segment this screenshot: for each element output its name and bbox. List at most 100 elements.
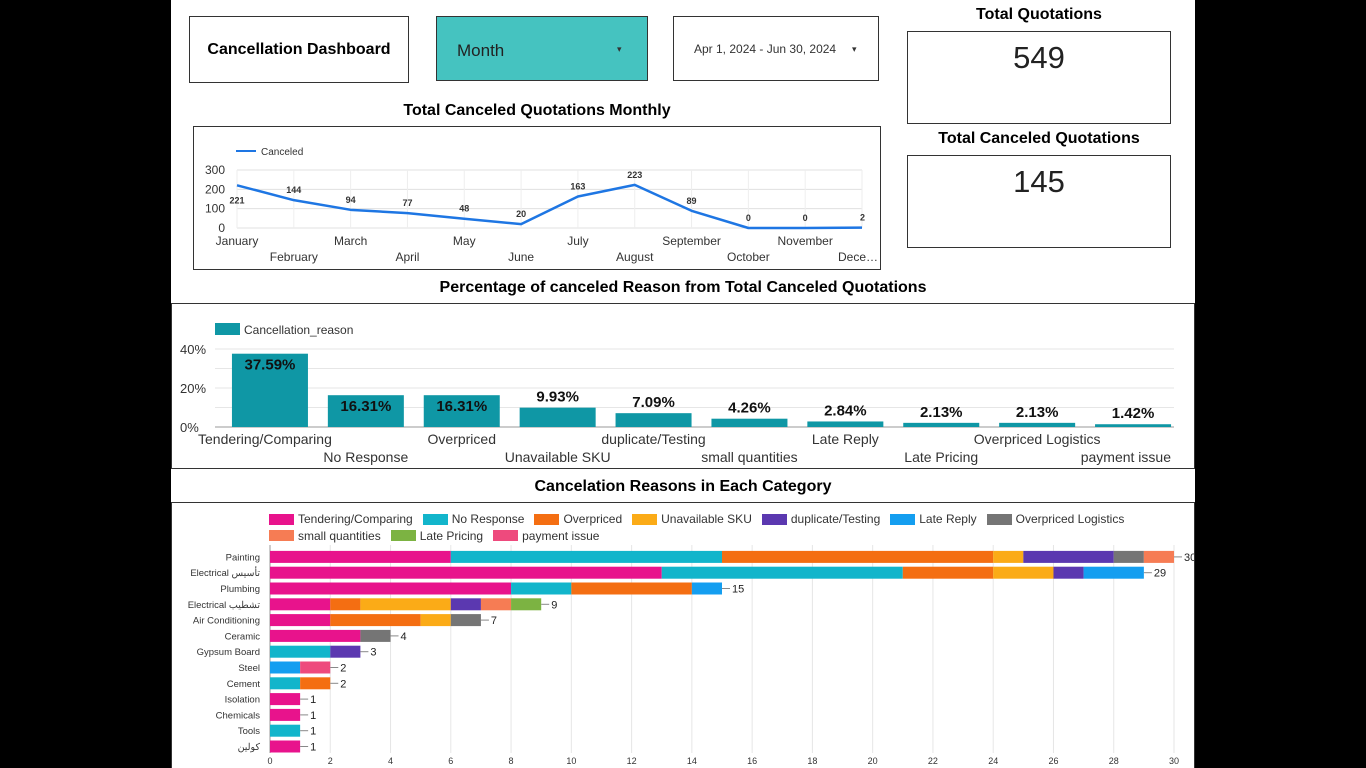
category-bar-segment [270, 566, 662, 579]
category-chart-panel: Tendering/Comparing No Response Overpriced… [171, 502, 1195, 768]
category-total-label: 1 [310, 742, 316, 754]
percent-y-tick-label: 0% [180, 420, 199, 435]
category-legend-swatch [986, 513, 1012, 525]
category-x-tick-label: 30 [1169, 756, 1179, 766]
category-legend-item: Overpriced [534, 511, 622, 527]
total-quotations-card: 549 [907, 31, 1171, 124]
category-legend-label: Late Pricing [419, 528, 484, 543]
category-y-tick-label: Gypsum Board [197, 647, 260, 658]
line-data-label: 20 [516, 209, 526, 219]
category-legend-item: small quantities [269, 528, 381, 544]
percent-x-tick-label: duplicate/Testing [601, 431, 705, 447]
category-bar-segment [330, 645, 361, 658]
category-bar-segment [360, 629, 391, 642]
category-bar-segment [270, 550, 451, 563]
category-bar-segment [270, 708, 301, 721]
category-total-label: 7 [491, 615, 497, 627]
category-legend-swatch [890, 513, 916, 525]
category-total-label: 4 [401, 631, 407, 643]
percent-bar [711, 418, 788, 427]
total-quotations-value: 549 [1013, 40, 1065, 75]
category-total-label: 15 [732, 584, 744, 596]
category-legend-item: Late Pricing [390, 528, 484, 544]
category-total-label: 29 [1154, 568, 1166, 580]
chevron-down-icon: ▾ [617, 44, 622, 54]
category-bar-segment [270, 677, 301, 690]
line-x-tick-label: July [567, 234, 588, 248]
category-x-tick-label: 0 [267, 756, 272, 766]
category-bar-segment [330, 614, 421, 627]
line-data-label: 48 [459, 204, 469, 214]
percent-chart-title: Percentage of canceled Reason from Total… [439, 279, 927, 296]
category-bar-segment [450, 598, 481, 611]
category-legend-item: payment issue [493, 528, 599, 544]
percent-x-tick-label: payment issue [1081, 449, 1171, 465]
category-legend-item: Overpriced Logistics [986, 511, 1125, 527]
category-legend-label: Overpriced [563, 512, 623, 526]
category-y-tick-label: Painting [226, 552, 260, 563]
percent-value-label: 16.31% [436, 398, 487, 415]
category-bar-segment [270, 724, 301, 737]
category-x-tick-label: 6 [448, 756, 453, 766]
category-total-label: 2 [340, 678, 346, 690]
category-bar-segment [480, 598, 512, 611]
line-data-label: 221 [229, 195, 244, 205]
line-y-tick-label: 300 [205, 163, 225, 177]
category-bar-segment [993, 550, 1024, 563]
category-legend-label: Overpriced Logistics [1015, 512, 1125, 526]
category-bar-segment [270, 645, 331, 658]
percent-chart-panel: Cancellation_reason 0% 20% 40% 37.59% 16.31%… [171, 303, 1195, 469]
category-bar-segment [300, 661, 331, 674]
percent-value-label: 37.59% [245, 357, 296, 374]
category-y-tick-label: Tools [238, 726, 260, 737]
line-chart-title: Total Canceled Quotations Monthly [403, 102, 671, 119]
category-total-label: 30 [1184, 552, 1194, 564]
category-legend-swatch [269, 513, 294, 525]
percent-x-tick-label: Late Pricing [904, 449, 978, 465]
category-x-tick-label: 26 [1048, 756, 1058, 766]
category-legend-item: No Response [422, 511, 524, 527]
percent-bar [231, 353, 308, 427]
category-bar-segment [450, 614, 481, 627]
category-legend-item: Tendering/Comparing [269, 511, 413, 527]
category-x-tick-label: 14 [687, 756, 697, 766]
category-y-tick-label: Plumbing [220, 584, 260, 595]
percent-x-tick-label: No Response [323, 449, 408, 465]
category-legend-swatch [493, 530, 519, 541]
category-bar-segment [571, 582, 692, 595]
category-legend-swatch [269, 530, 294, 541]
category-y-tick-label: Air Conditioning [193, 616, 260, 627]
category-bar-segment [300, 677, 331, 690]
date-range-label: Apr 1, 2024 - Jun 30, 2024 [694, 42, 837, 56]
percent-legend-label: Cancellation_reason [244, 323, 353, 337]
percent-bar [807, 421, 884, 427]
category-legend-swatch [632, 513, 658, 525]
category-bar-segment [420, 614, 451, 627]
category-legend-item: Late Reply [890, 511, 977, 527]
category-bar-segment [1083, 566, 1144, 579]
category-bar-segment [1143, 550, 1174, 563]
line-data-label: 2 [860, 213, 865, 223]
month-dropdown[interactable]: Month ▾ [436, 16, 648, 81]
line-chart-panel: Canceled 0 100 200 300 221 144 94 77 48 20 163 223 8… [193, 126, 881, 270]
category-bar-segment [270, 693, 301, 706]
category-bar-segment [511, 598, 542, 611]
percent-bar [615, 413, 692, 427]
percent-legend-swatch [215, 323, 240, 335]
category-x-tick-label: 8 [509, 756, 514, 766]
line-series-canceled [236, 183, 863, 230]
chevron-down-icon: ▾ [852, 44, 857, 54]
line-x-tick-label: October [727, 250, 770, 264]
percent-value-label: 4.26% [728, 400, 771, 417]
total-canceled-value: 145 [1013, 164, 1065, 199]
category-bar-segment [661, 566, 903, 579]
category-y-tick-label: Cement [227, 679, 261, 690]
percent-bar [999, 422, 1076, 427]
category-bar-segment [450, 550, 722, 563]
line-data-label: 223 [627, 170, 642, 180]
category-bar-segment [691, 582, 722, 595]
category-legend-label: payment issue [522, 528, 600, 543]
category-bar-segment [270, 740, 301, 753]
category-y-tick-label: Ceramic [225, 631, 261, 642]
date-range-picker[interactable]: Apr 1, 2024 - Jun 30, 2024 ▾ [673, 16, 879, 81]
